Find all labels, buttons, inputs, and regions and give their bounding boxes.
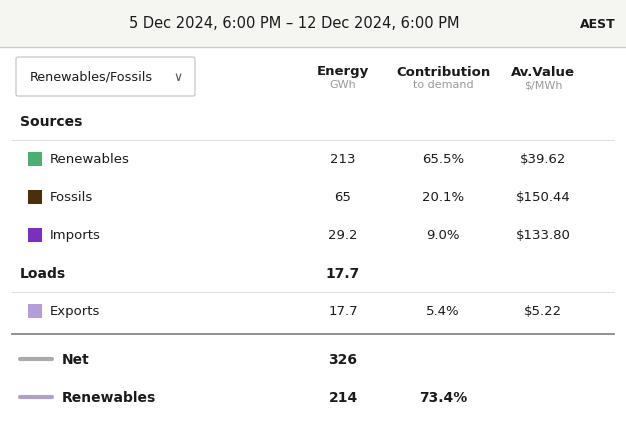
Text: Exports: Exports: [50, 305, 100, 318]
Text: GWh: GWh: [330, 80, 356, 90]
Text: Renewables: Renewables: [62, 390, 156, 404]
Text: AEST: AEST: [580, 17, 616, 30]
Text: ∨: ∨: [174, 71, 183, 84]
Text: Renewables/Fossils: Renewables/Fossils: [30, 71, 153, 84]
Text: 5 Dec 2024, 6:00 PM – 12 Dec 2024, 6:00 PM: 5 Dec 2024, 6:00 PM – 12 Dec 2024, 6:00 …: [129, 17, 459, 32]
Text: to demand: to demand: [413, 80, 473, 90]
Text: 65.5%: 65.5%: [422, 153, 464, 166]
Text: Net: Net: [62, 352, 90, 366]
Text: Fossils: Fossils: [50, 191, 93, 204]
Bar: [28, 228, 42, 242]
Text: $133.80: $133.80: [516, 229, 570, 242]
Text: 20.1%: 20.1%: [422, 191, 464, 204]
Text: 9.0%: 9.0%: [426, 229, 459, 242]
Text: 17.7: 17.7: [326, 266, 360, 280]
FancyBboxPatch shape: [16, 58, 195, 97]
Text: Contribution: Contribution: [396, 65, 490, 78]
Text: Renewables: Renewables: [50, 153, 130, 166]
Text: 5.4%: 5.4%: [426, 305, 460, 318]
Text: 214: 214: [329, 390, 357, 404]
Text: 213: 213: [331, 153, 356, 166]
Bar: [28, 304, 42, 318]
Text: Energy: Energy: [317, 65, 369, 78]
Text: $/MWh: $/MWh: [524, 80, 562, 90]
Text: Sources: Sources: [20, 115, 83, 129]
Text: 326: 326: [329, 352, 357, 366]
Text: Av.Value: Av.Value: [511, 65, 575, 78]
Text: 29.2: 29.2: [328, 229, 357, 242]
Text: 65: 65: [334, 191, 351, 204]
Bar: [28, 153, 42, 167]
Text: $39.62: $39.62: [520, 153, 566, 166]
Bar: [0, 0, 626, 48]
Text: $150.44: $150.44: [516, 191, 570, 204]
Bar: [28, 190, 42, 204]
Text: Imports: Imports: [50, 229, 101, 242]
Text: $5.22: $5.22: [524, 305, 562, 318]
Bar: [0, 48, 626, 426]
Text: 73.4%: 73.4%: [419, 390, 467, 404]
Text: 17.7: 17.7: [328, 305, 358, 318]
Text: Loads: Loads: [20, 266, 66, 280]
